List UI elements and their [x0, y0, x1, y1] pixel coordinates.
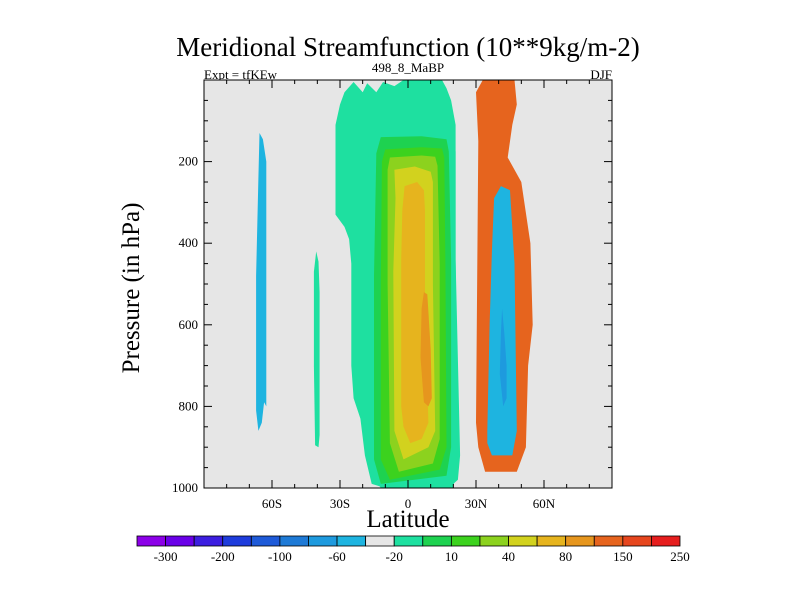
- x-tick-label: 30N: [465, 496, 488, 511]
- colorbar-box: [308, 535, 338, 547]
- contour-region: [256, 133, 267, 431]
- center-string: 498_8_MaBP: [372, 60, 444, 75]
- colorbar-box: [565, 535, 595, 547]
- colorbar-box: [336, 535, 367, 547]
- colorbar-box: [165, 535, 195, 547]
- x-tick-label: 60N: [533, 496, 556, 511]
- colorbar-box: [365, 535, 395, 547]
- colorbar-box: [593, 535, 624, 547]
- contour-fill-layer: [256, 80, 533, 489]
- x-tick-label: 30S: [330, 496, 350, 511]
- contour-region: [420, 292, 432, 407]
- axis-ticks: 60S 30S 0 30N 60N 200 400 600 800 1000: [172, 79, 613, 511]
- colorbar-label: -100: [268, 549, 292, 564]
- colorbar-label: -20: [386, 549, 403, 564]
- colorbar-label: -200: [211, 549, 235, 564]
- y-tick-label: 800: [179, 398, 199, 413]
- colorbar-label: -300: [154, 549, 178, 564]
- colorbar-box: [479, 535, 509, 547]
- colorbar-box: [536, 535, 567, 547]
- colorbar-label: 10: [445, 549, 458, 564]
- colorbar-box: [422, 535, 452, 547]
- contour-region: [313, 251, 320, 448]
- colorbar-label: 250: [670, 549, 690, 564]
- contour-region: [401, 182, 429, 444]
- y-tick-label: 1000: [172, 480, 198, 495]
- x-tick-label: 60S: [262, 496, 282, 511]
- y-tick-label: 400: [179, 235, 199, 250]
- chart-title: Meridional Streamfunction (10**9kg/m-2): [176, 32, 639, 62]
- y-tick-label: 200: [179, 154, 199, 169]
- colorbar: -300 -200 -100 -60 -20 10 40 80 150 250: [136, 535, 690, 564]
- colorbar-box: [222, 535, 252, 547]
- colorbar-label: -60: [328, 549, 345, 564]
- colorbar-box: [193, 535, 224, 547]
- colorbar-box: [508, 535, 538, 547]
- colorbar-box: [250, 535, 281, 547]
- colorbar-box: [651, 535, 681, 547]
- y-axis-label: Pressure (in hPa): [118, 203, 145, 374]
- colorbar-box: [393, 535, 424, 547]
- x-axis-label: Latitude: [366, 506, 449, 533]
- colorbar-label: 150: [613, 549, 633, 564]
- colorbar-box: [279, 535, 309, 547]
- contour-region: [499, 308, 507, 407]
- y-tick-label: 600: [179, 317, 199, 332]
- colorbar-label: 80: [559, 549, 572, 564]
- colorbar-box: [450, 535, 481, 547]
- right-string: DJF: [590, 67, 612, 82]
- left-string: Expt = tfKEw: [204, 67, 278, 82]
- colorbar-label: 40: [502, 549, 515, 564]
- colorbar-box: [136, 535, 166, 547]
- x-tick-label: 0: [405, 496, 412, 511]
- colorbar-box: [622, 535, 652, 547]
